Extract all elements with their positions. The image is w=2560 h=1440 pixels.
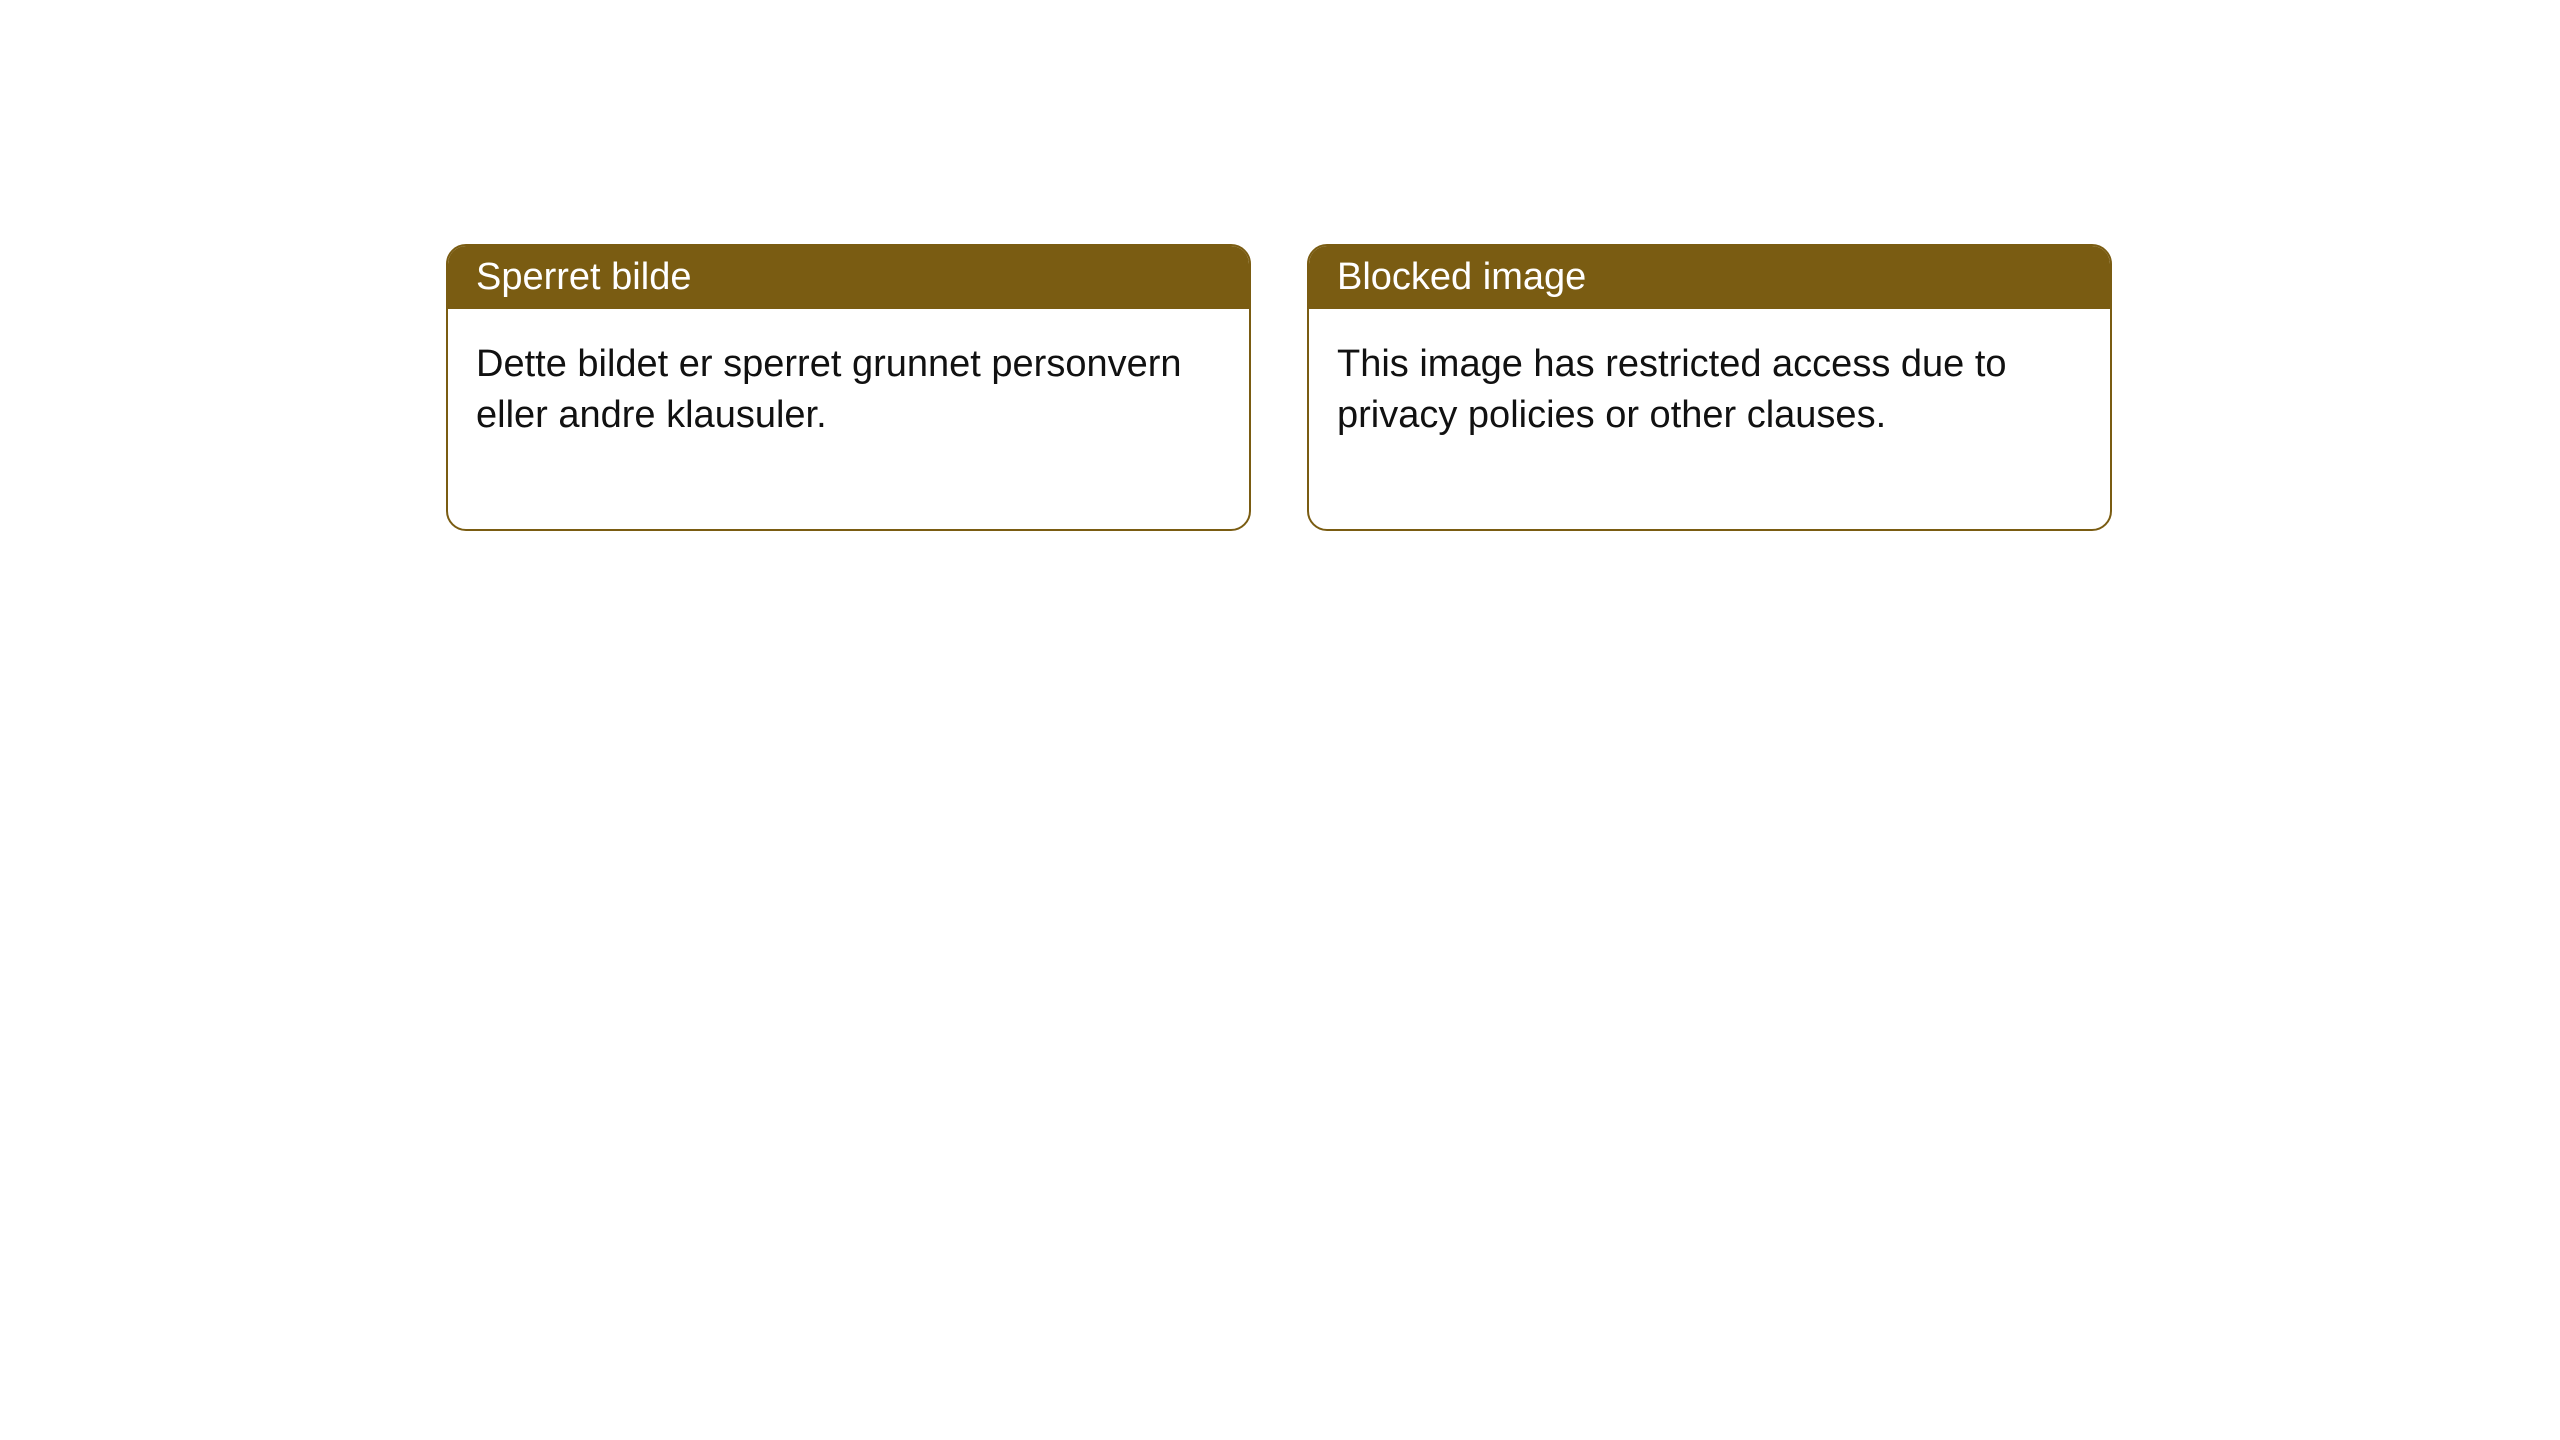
notice-card-header: Blocked image	[1309, 246, 2110, 309]
notice-cards-container: Sperret bilde Dette bildet er sperret gr…	[446, 244, 2112, 531]
notice-card-body: Dette bildet er sperret grunnet personve…	[448, 309, 1249, 529]
notice-card-body: This image has restricted access due to …	[1309, 309, 2110, 529]
notice-card-english: Blocked image This image has restricted …	[1307, 244, 2112, 531]
notice-card-norwegian: Sperret bilde Dette bildet er sperret gr…	[446, 244, 1251, 531]
notice-card-header: Sperret bilde	[448, 246, 1249, 309]
